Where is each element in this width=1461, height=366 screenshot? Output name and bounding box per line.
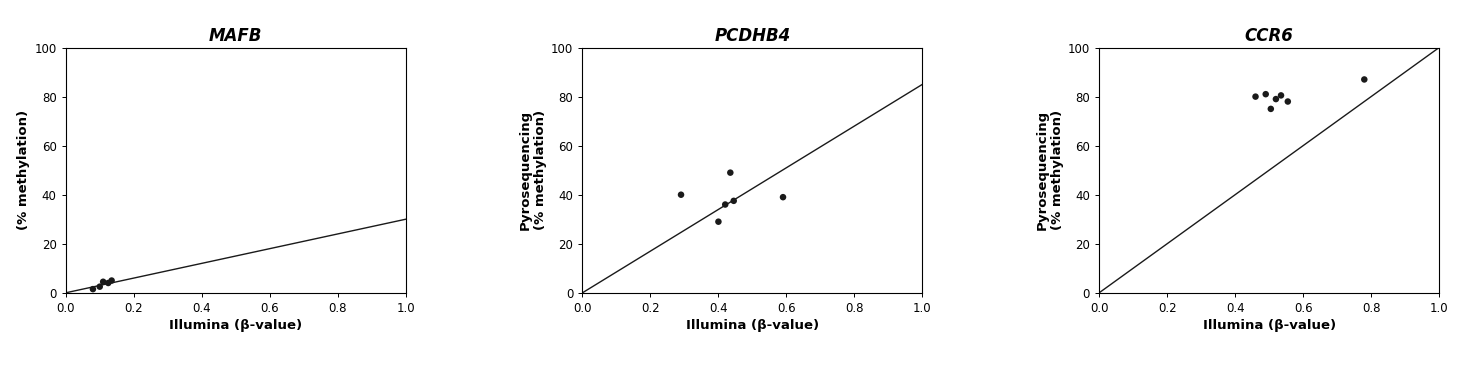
Point [1254,91,1277,97]
Point [1243,94,1267,100]
X-axis label: Illumina (β-value): Illumina (β-value) [685,319,820,332]
Title: PCDHB4: PCDHB4 [714,27,790,45]
Point [1259,106,1283,112]
Point [722,198,745,204]
Point [771,194,795,200]
Point [1264,96,1287,102]
Point [88,284,111,290]
Point [719,170,742,176]
Point [707,219,730,225]
Point [669,192,693,198]
X-axis label: Illumina (β-value): Illumina (β-value) [1202,319,1335,332]
Point [713,202,736,208]
X-axis label: Illumina (β-value): Illumina (β-value) [169,319,302,332]
Point [1275,98,1299,104]
Y-axis label: Pyrosequencing
(% methylation): Pyrosequencing (% methylation) [1036,110,1064,230]
Point [1353,76,1376,82]
Y-axis label: (% methylation): (% methylation) [18,110,31,230]
Title: MAFB: MAFB [209,27,263,45]
Point [96,280,120,286]
Point [1270,93,1293,98]
Point [82,286,105,292]
Point [92,279,115,285]
Point [99,277,123,283]
Title: CCR6: CCR6 [1245,27,1293,45]
Y-axis label: Pyrosequencing
(% methylation): Pyrosequencing (% methylation) [519,110,546,230]
